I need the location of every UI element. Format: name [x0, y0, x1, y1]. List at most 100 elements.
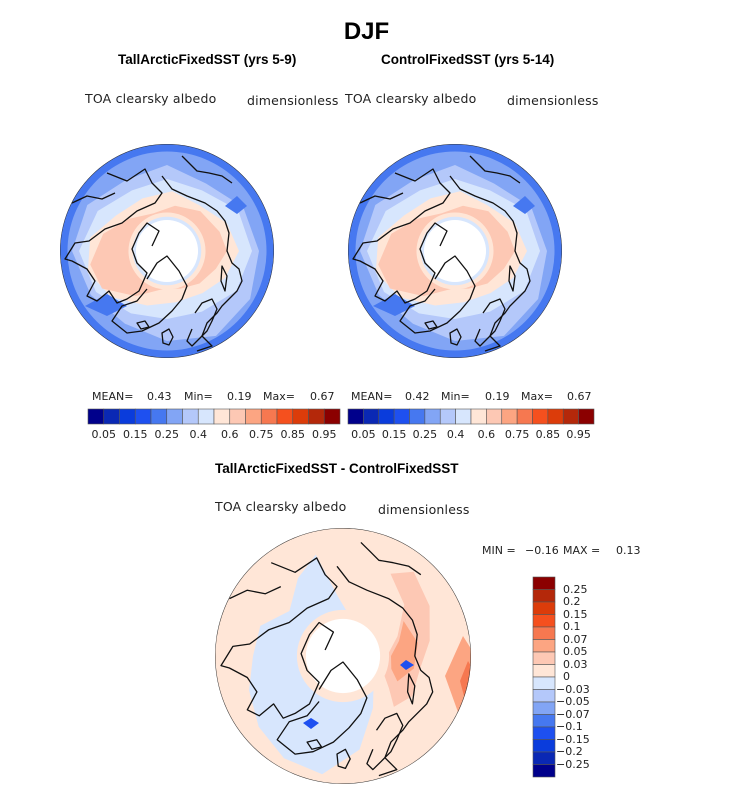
coastline — [220, 557, 338, 719]
colorbar-tick-label: 0.6 — [477, 428, 496, 441]
colorbar-box — [547, 408, 564, 425]
colorbar-tick-label: 0.85 — [280, 428, 306, 441]
colorbar-box — [393, 408, 410, 425]
variable-label-right: TOA clearsky albedo — [345, 91, 477, 106]
coastline — [64, 168, 163, 304]
contour-region — [85, 294, 127, 316]
colorbar-box — [532, 408, 549, 425]
colorbar-tick-label: 0.15 — [381, 428, 407, 441]
colorbar-box — [532, 701, 556, 715]
contour-region — [513, 196, 535, 214]
colorbar-tick-label: 0.15 — [563, 607, 588, 621]
polar-map-difference — [215, 528, 471, 784]
coastline — [359, 192, 404, 204]
max-value-right: 0.67 — [567, 390, 592, 403]
colorbar-box — [532, 651, 556, 665]
colorbar-box — [532, 589, 556, 603]
colorbar-tick-label: 0.07 — [563, 632, 588, 646]
colorbar-tick-label: 0.75 — [504, 428, 530, 441]
max-value-left: 0.67 — [310, 390, 335, 403]
coastline — [424, 320, 438, 330]
coastline — [366, 712, 404, 771]
colorbar-box — [532, 626, 556, 640]
colorbar-tick-label: −0.1 — [556, 720, 583, 733]
colorbar-box — [119, 408, 136, 425]
colorbar-box — [532, 576, 556, 590]
colorbar-box — [166, 408, 183, 425]
colorbar-tick-label: −0.2 — [556, 745, 583, 758]
colorbar-box — [347, 408, 364, 425]
panel-title-tallarctic: TallArcticFixedSST (yrs 5-9) — [118, 52, 297, 67]
polar-map-control — [348, 144, 562, 358]
colorbar-box — [486, 408, 503, 425]
variable-label-left: TOA clearsky albedo — [85, 91, 217, 106]
coastline — [220, 265, 228, 292]
coastline — [449, 175, 531, 352]
coastline — [181, 155, 233, 184]
coastline — [449, 328, 462, 346]
colorbar-tick-label: 0.15 — [123, 428, 148, 441]
colorbar-tick-label: 0.1 — [563, 620, 581, 633]
max-value-diff: 0.13 — [616, 544, 641, 557]
coastline — [474, 298, 506, 347]
colorbar-box — [276, 408, 294, 425]
coastline — [306, 739, 323, 750]
units-label-diff: dimensionless — [378, 502, 470, 517]
coastline — [399, 255, 476, 334]
colorbar-box — [213, 408, 231, 425]
coastline — [406, 673, 416, 705]
coastline — [111, 255, 188, 334]
mean-value-right: 0.42 — [405, 390, 430, 403]
colorbar-box — [245, 408, 262, 425]
colorbar-box — [578, 408, 595, 425]
colorbar-box — [439, 408, 456, 425]
panel-title-control: ControlFixedSST (yrs 5-14) — [381, 52, 555, 67]
colorbar-box — [532, 664, 556, 678]
min-label-left: Min= — [184, 390, 213, 403]
coastline — [71, 192, 116, 204]
colorbar-tick-label: 0.75 — [249, 428, 274, 441]
colorbar-box — [562, 408, 579, 425]
min-value-diff: −0.16 — [525, 544, 559, 557]
coastline — [360, 541, 422, 576]
colorbar-tick-label: 0.95 — [566, 428, 591, 441]
panel-title-difference: TallArcticFixedSST - ControlFixedSST — [215, 461, 459, 476]
colorbar-box — [363, 408, 380, 425]
contour-region — [303, 718, 319, 729]
figure-title: DJF — [343, 18, 390, 45]
colorbar-tick-label: 0.4 — [446, 428, 465, 441]
colorbar-box — [229, 408, 246, 425]
colorbar-box — [150, 408, 168, 425]
units-label-right: dimensionless — [507, 93, 599, 108]
colorbar-tick-label: −0.25 — [556, 757, 590, 771]
coastline — [469, 155, 521, 184]
colorbar-box — [103, 408, 120, 425]
colorbar-tick-label: 0.95 — [312, 428, 337, 441]
coastline — [161, 328, 174, 346]
colorbar-tick-label: 0.25 — [563, 582, 588, 596]
variable-label-diff: TOA clearsky albedo — [215, 499, 347, 514]
colorbar-tick-label: 0.03 — [563, 657, 588, 671]
colorbar-box — [197, 408, 215, 425]
min-value-right: 0.19 — [485, 390, 510, 403]
coastline — [229, 586, 282, 600]
polar-map-tallarctic — [60, 144, 274, 358]
colorbar-box — [134, 408, 152, 425]
colorbar-box — [424, 408, 441, 425]
colorbar-tick-label: 0.25 — [412, 428, 438, 441]
colorbar-tick-label: 0.85 — [535, 428, 561, 441]
mean-label-left: MEAN= — [92, 390, 134, 403]
max-label-diff: MAX = — [563, 544, 601, 557]
coastline — [161, 175, 243, 352]
colorbar-box — [378, 408, 395, 425]
colorbar-tick-label: 0.05 — [351, 428, 376, 441]
colorbar-box — [292, 408, 309, 425]
coastline — [508, 265, 516, 292]
colorbar-box — [532, 676, 556, 690]
colorbar-box — [455, 408, 472, 425]
colorbar-box — [532, 764, 556, 778]
colorbar-tick-label: −0.03 — [556, 682, 590, 696]
colorbar-tick-label: −0.05 — [556, 695, 590, 708]
contour-region — [423, 219, 487, 283]
coastline — [276, 661, 368, 755]
